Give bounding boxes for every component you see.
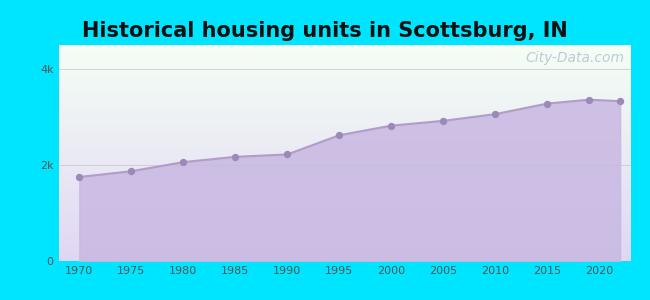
Point (438, 118, 448, 123)
Point (230, 154, 240, 159)
Point (74, 175, 85, 179)
Point (178, 160, 188, 164)
Point (126, 169, 136, 174)
Point (584, 97, 594, 102)
Point (615, 99, 625, 103)
Text: Historical housing units in Scottsburg, IN: Historical housing units in Scottsburg, … (82, 21, 568, 41)
Text: City-Data.com: City-Data.com (526, 52, 625, 65)
Point (542, 101, 552, 106)
Point (386, 123, 396, 128)
Point (282, 152, 293, 157)
Point (334, 133, 345, 138)
Point (490, 112, 501, 116)
